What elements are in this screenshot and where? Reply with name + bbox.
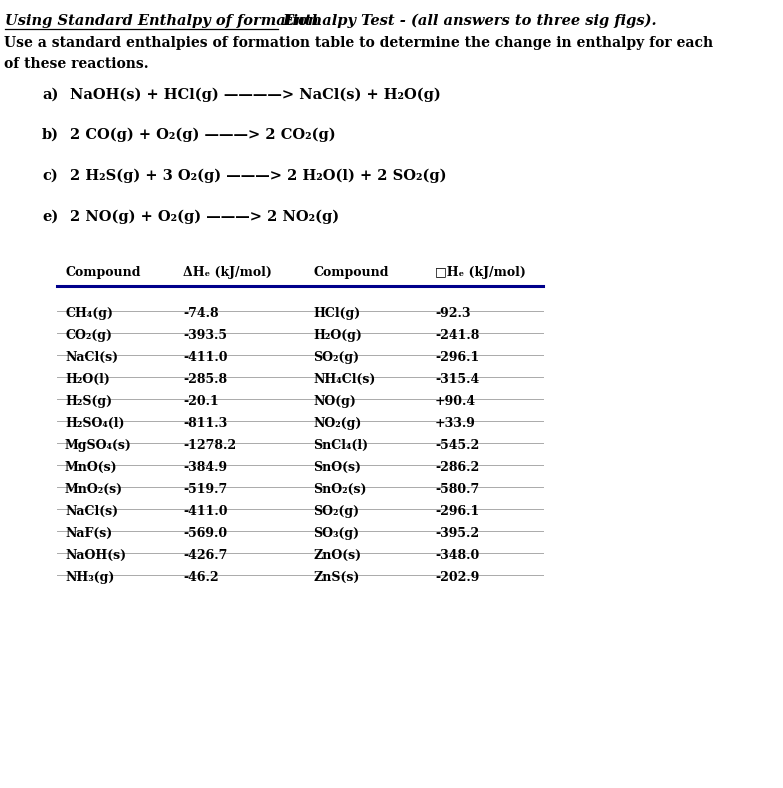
Text: NaCl(s): NaCl(s) [65,351,118,364]
Text: 2 CO(g) + O₂(g) ———> 2 CO₂(g): 2 CO(g) + O₂(g) ———> 2 CO₂(g) [70,128,336,143]
Text: -74.8: -74.8 [183,307,218,320]
Text: SO₂(g): SO₂(g) [313,505,359,518]
Text: -426.7: -426.7 [183,549,227,562]
Text: -384.9: -384.9 [183,461,227,474]
Text: e): e) [42,210,58,224]
Text: ΔHₑ (kJ/mol): ΔHₑ (kJ/mol) [183,266,272,279]
Text: Compound: Compound [313,266,388,279]
Text: H₂O(g): H₂O(g) [313,329,362,342]
Text: ZnS(s): ZnS(s) [313,571,359,584]
Text: -811.3: -811.3 [183,417,227,430]
Text: of these reactions.: of these reactions. [4,57,149,71]
Text: -395.2: -395.2 [435,527,479,540]
Text: -519.7: -519.7 [183,483,227,496]
Text: NaF(s): NaF(s) [65,527,112,540]
Text: NH₄Cl(s): NH₄Cl(s) [313,373,375,386]
Text: MnO(s): MnO(s) [65,461,117,474]
Text: SO₂(g): SO₂(g) [313,351,359,364]
Text: 2 H₂S(g) + 3 O₂(g) ———> 2 H₂O(l) + 2 SO₂(g): 2 H₂S(g) + 3 O₂(g) ———> 2 H₂O(l) + 2 SO₂… [70,169,446,184]
Text: Enthalpy Test - (all answers to three sig figs).: Enthalpy Test - (all answers to three si… [278,14,657,28]
Text: c): c) [42,169,58,183]
Text: H₂SO₄(l): H₂SO₄(l) [65,417,124,430]
Text: -92.3: -92.3 [435,307,471,320]
Text: H₂S(g): H₂S(g) [65,395,112,408]
Text: -348.0: -348.0 [435,549,479,562]
Text: NH₃(g): NH₃(g) [65,571,114,584]
Text: +33.9: +33.9 [435,417,476,430]
Text: □Hₑ (kJ/mol): □Hₑ (kJ/mol) [435,266,526,279]
Text: -411.0: -411.0 [183,351,228,364]
Text: -580.7: -580.7 [435,483,479,496]
Text: NO₂(g): NO₂(g) [313,417,362,430]
Text: NaOH(s) + HCl(g) ————> NaCl(s) + H₂O(g): NaOH(s) + HCl(g) ————> NaCl(s) + H₂O(g) [70,87,441,102]
Text: -20.1: -20.1 [183,395,218,408]
Text: -569.0: -569.0 [183,527,227,540]
Text: ZnO(s): ZnO(s) [313,549,361,562]
Text: -241.8: -241.8 [435,329,479,342]
Text: HCl(g): HCl(g) [313,307,360,320]
Text: -545.2: -545.2 [435,439,479,452]
Text: SnO(s): SnO(s) [313,461,361,474]
Text: MnO₂(s): MnO₂(s) [65,483,123,496]
Text: -393.5: -393.5 [183,329,227,342]
Text: 2 NO(g) + O₂(g) ———> 2 NO₂(g): 2 NO(g) + O₂(g) ———> 2 NO₂(g) [70,210,339,224]
Text: NO(g): NO(g) [313,395,356,408]
Text: -286.2: -286.2 [435,461,479,474]
Text: b): b) [42,128,59,142]
Text: -202.9: -202.9 [435,571,479,584]
Text: Using Standard Enthalpy of formation: Using Standard Enthalpy of formation [5,14,319,28]
Text: CO₂(g): CO₂(g) [65,329,112,342]
Text: NaOH(s): NaOH(s) [65,549,126,562]
Text: a): a) [42,87,59,102]
Text: SO₃(g): SO₃(g) [313,527,359,540]
Text: H₂O(l): H₂O(l) [65,373,110,386]
Text: -285.8: -285.8 [183,373,227,386]
Text: SnO₂(s): SnO₂(s) [313,483,366,496]
Text: -296.1: -296.1 [435,505,479,518]
Text: +90.4: +90.4 [435,395,476,408]
Text: -46.2: -46.2 [183,571,218,584]
Text: -296.1: -296.1 [435,351,479,364]
Text: -411.0: -411.0 [183,505,228,518]
Text: -1278.2: -1278.2 [183,439,236,452]
Text: MgSO₄(s): MgSO₄(s) [65,439,132,452]
Text: SnCl₄(l): SnCl₄(l) [313,439,368,452]
Text: NaCl(s): NaCl(s) [65,505,118,518]
Text: Use a standard enthalpies of formation table to determine the change in enthalpy: Use a standard enthalpies of formation t… [4,36,713,50]
Text: Compound: Compound [65,266,140,279]
Text: -315.4: -315.4 [435,373,479,386]
Text: CH₄(g): CH₄(g) [65,307,113,320]
